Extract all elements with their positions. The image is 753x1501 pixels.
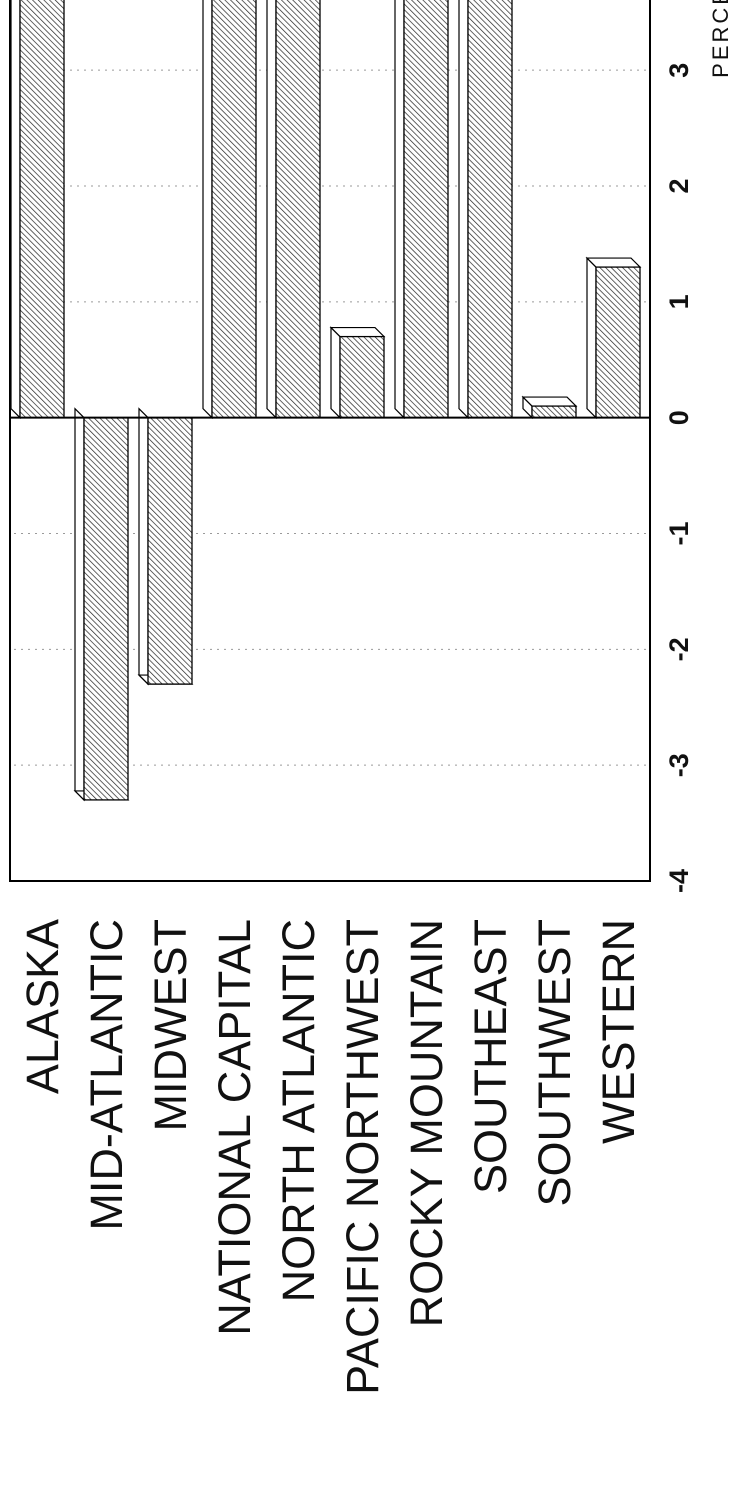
- bar-top-face-7: [458, 0, 469, 420]
- category-label-7: SOUTHEAST: [465, 919, 516, 1194]
- bars: [10, 0, 642, 802]
- bar-front-face-5: [339, 335, 385, 419]
- bar-top-face-2: [138, 407, 149, 686]
- bar-front-face-1: [83, 417, 129, 801]
- bar-top-face-6: [394, 0, 405, 420]
- bar-3: [202, 0, 257, 420]
- bar-top-face-3: [202, 0, 213, 420]
- x-axis-title: PERCENT CHANGE: [708, 0, 733, 78]
- x-tick-label-3: -1: [664, 521, 694, 545]
- bar-top-face-0: [10, 0, 21, 420]
- bar-1: [73, 407, 130, 802]
- category-label-1: MID-ATLANTIC: [81, 919, 132, 1231]
- x-tick-label-5: 1: [664, 294, 694, 309]
- plot-frame: [9, 0, 651, 882]
- bar-top-face-1: [74, 407, 85, 802]
- bar-9: [585, 256, 642, 420]
- x-tick-label-1: -3: [664, 753, 694, 777]
- x-tick-label-4: 0: [664, 410, 694, 425]
- category-label-6: ROCKY MOUNTAIN: [401, 919, 452, 1327]
- bar-front-face-8: [531, 405, 577, 419]
- category-label-9: WESTERN: [593, 919, 644, 1144]
- category-label-4: NORTH ATLANTIC: [273, 919, 324, 1302]
- category-label-8: SOUTHWEST: [529, 919, 580, 1207]
- bar-front-face-4: [275, 0, 321, 419]
- x-tick-label-0: -4: [664, 869, 694, 893]
- bar-front-face-3: [211, 0, 257, 419]
- bar-front-face-9: [595, 266, 641, 419]
- chart-plot: -4-3-2-1012345678 ALASKAMID-ATLANTICMIDW…: [9, 0, 733, 1395]
- category-label-2: MIDWEST: [145, 919, 196, 1131]
- bar-front-face-7: [467, 0, 513, 419]
- bar-front-face-0: [19, 0, 65, 419]
- category-label-5: PACIFIC NORTHWEST: [337, 919, 388, 1395]
- x-tick-label-7: 3: [664, 63, 694, 78]
- x-tick-label-6: 2: [664, 178, 694, 193]
- bar-2: [137, 407, 194, 686]
- bar-4: [266, 0, 321, 420]
- bar-top-face-9: [586, 256, 597, 420]
- bar-top-face-5: [330, 326, 341, 420]
- bar-8: [521, 395, 578, 420]
- bar-5: [329, 326, 386, 420]
- bar-end-face-5: [329, 326, 386, 338]
- bar-6: [394, 0, 449, 420]
- bar-end-face-8: [521, 396, 578, 407]
- category-labels: ALASKA MID-ATLANTIC MIDWEST NATIONAL CAPITA…: [17, 919, 644, 1395]
- category-label-3: NATIONAL CAPITAL: [209, 919, 260, 1336]
- bar-front-face-6: [403, 0, 449, 419]
- bar-7: [458, 0, 513, 420]
- bar-0: [10, 0, 65, 420]
- x-tick-label-2: -2: [664, 637, 694, 661]
- x-axis-ticks: -4-3-2-1012345678: [664, 63, 694, 893]
- bar-end-face-9: [585, 257, 642, 268]
- category-label-0: ALASKA: [17, 919, 68, 1094]
- bar-front-face-2: [147, 417, 193, 685]
- bar-top-face-4: [266, 0, 277, 420]
